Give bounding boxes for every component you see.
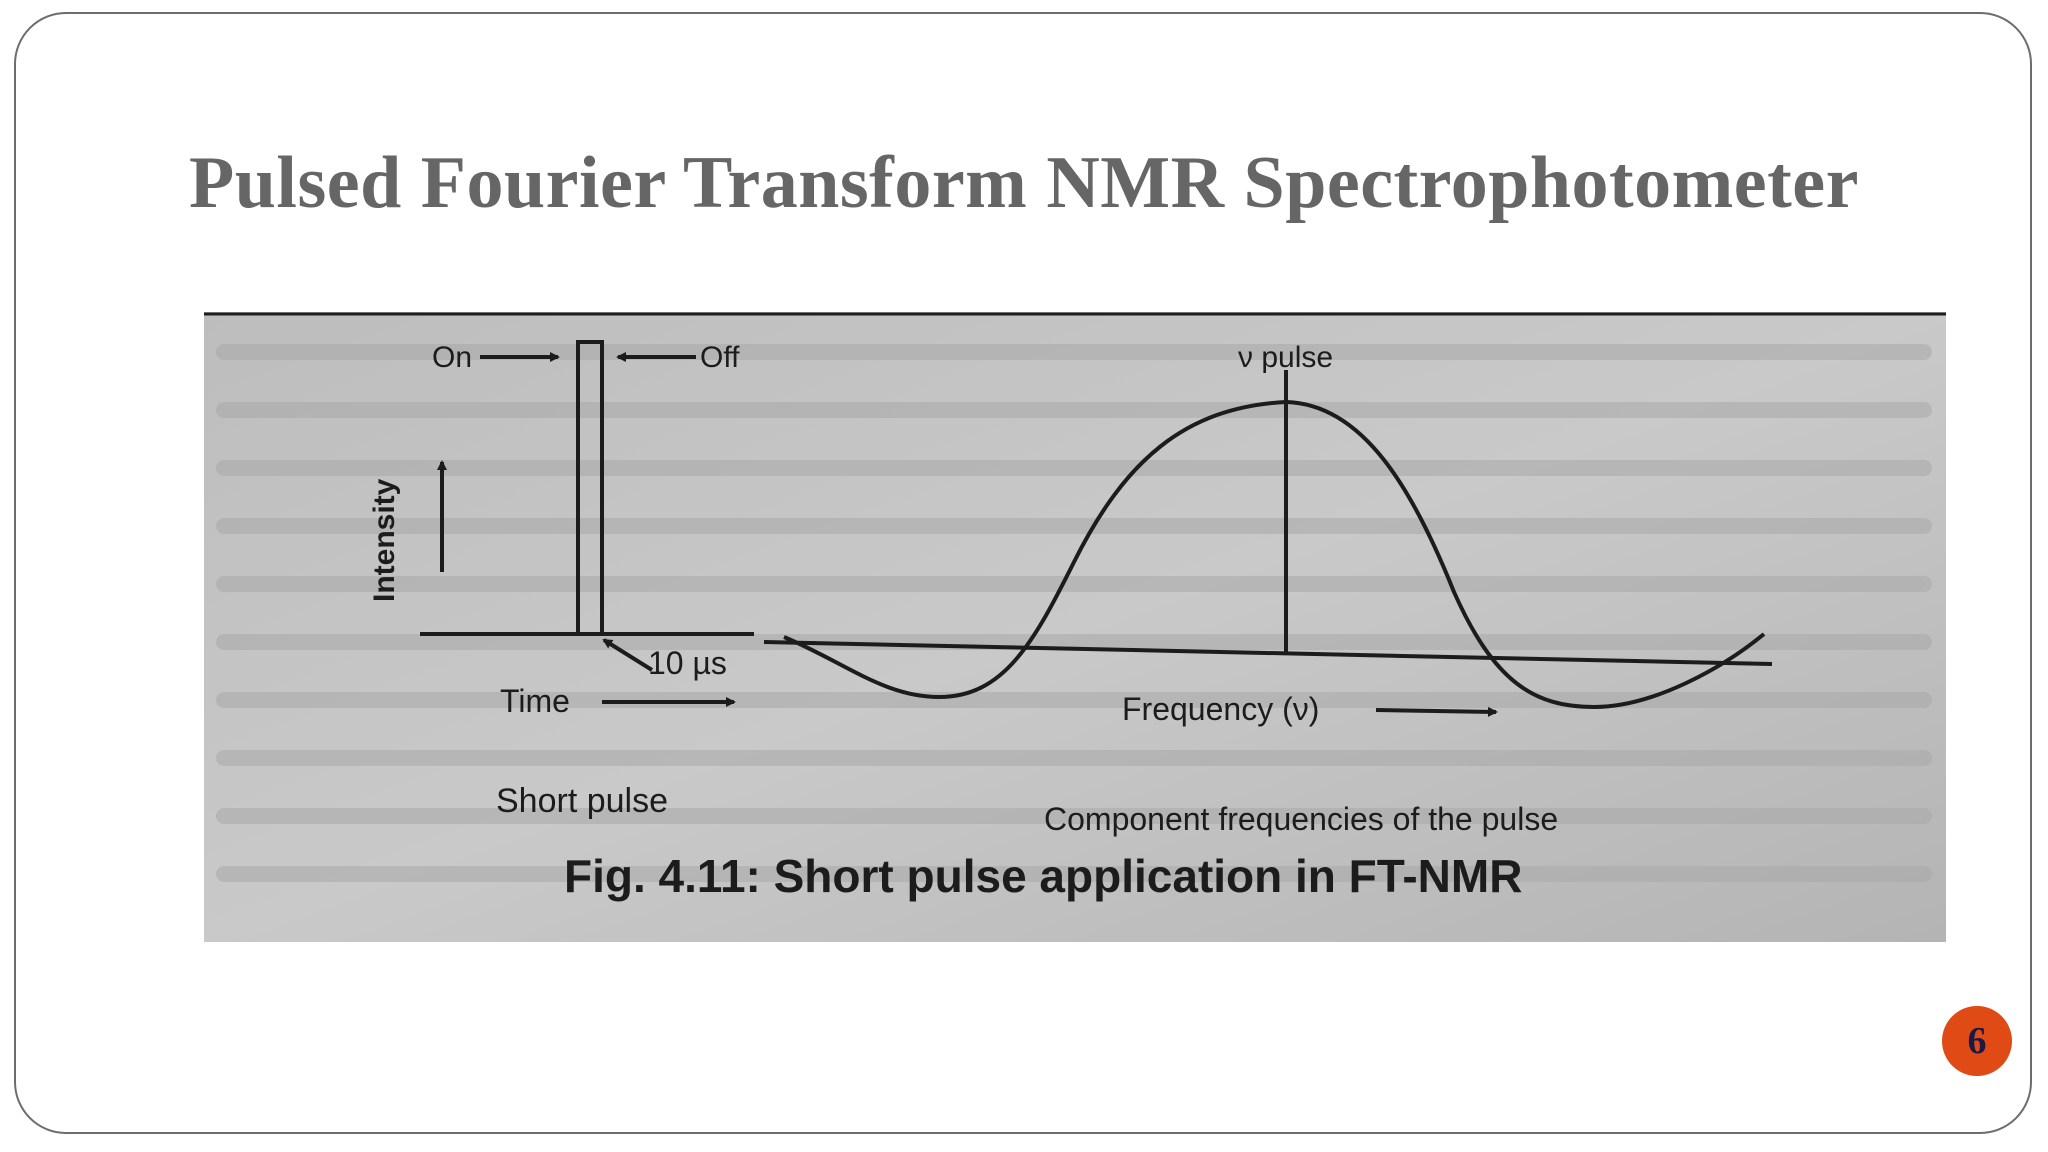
bleed-through-texture [216,344,1932,882]
time-label: Time [500,683,570,719]
figure-caption: Fig. 4.11: Short pulse application in FT… [564,850,1522,902]
off-label: Off [700,341,740,374]
short-pulse-caption: Short pulse [496,782,668,820]
on-label: On [432,341,472,374]
short-pulse-panel [420,340,754,707]
frequency-label: Frequency (ν) [1122,691,1319,727]
slide-title: Pulsed Fourier Transform NMR Spectrophot… [189,142,1859,224]
duration-arrow [602,638,654,672]
component-frequencies-caption: Component frequencies of the pulse [1044,801,1558,837]
peak-label: ν pulse [1238,341,1333,374]
duration-label: 10 µs [648,645,727,681]
frequency-axis [763,640,1773,666]
figure-photo: On Off Intensity 10 µs Time Short pulse … [204,312,1946,942]
frequency-arrow [1375,706,1498,717]
intensity-label: Intensity [368,478,401,602]
pulse-rectangle [576,340,604,634]
figure-diagram: On Off Intensity 10 µs Time Short pulse … [204,312,1946,942]
frequency-panel [763,370,1773,717]
page-number-badge: 6 [1942,1006,2012,1076]
